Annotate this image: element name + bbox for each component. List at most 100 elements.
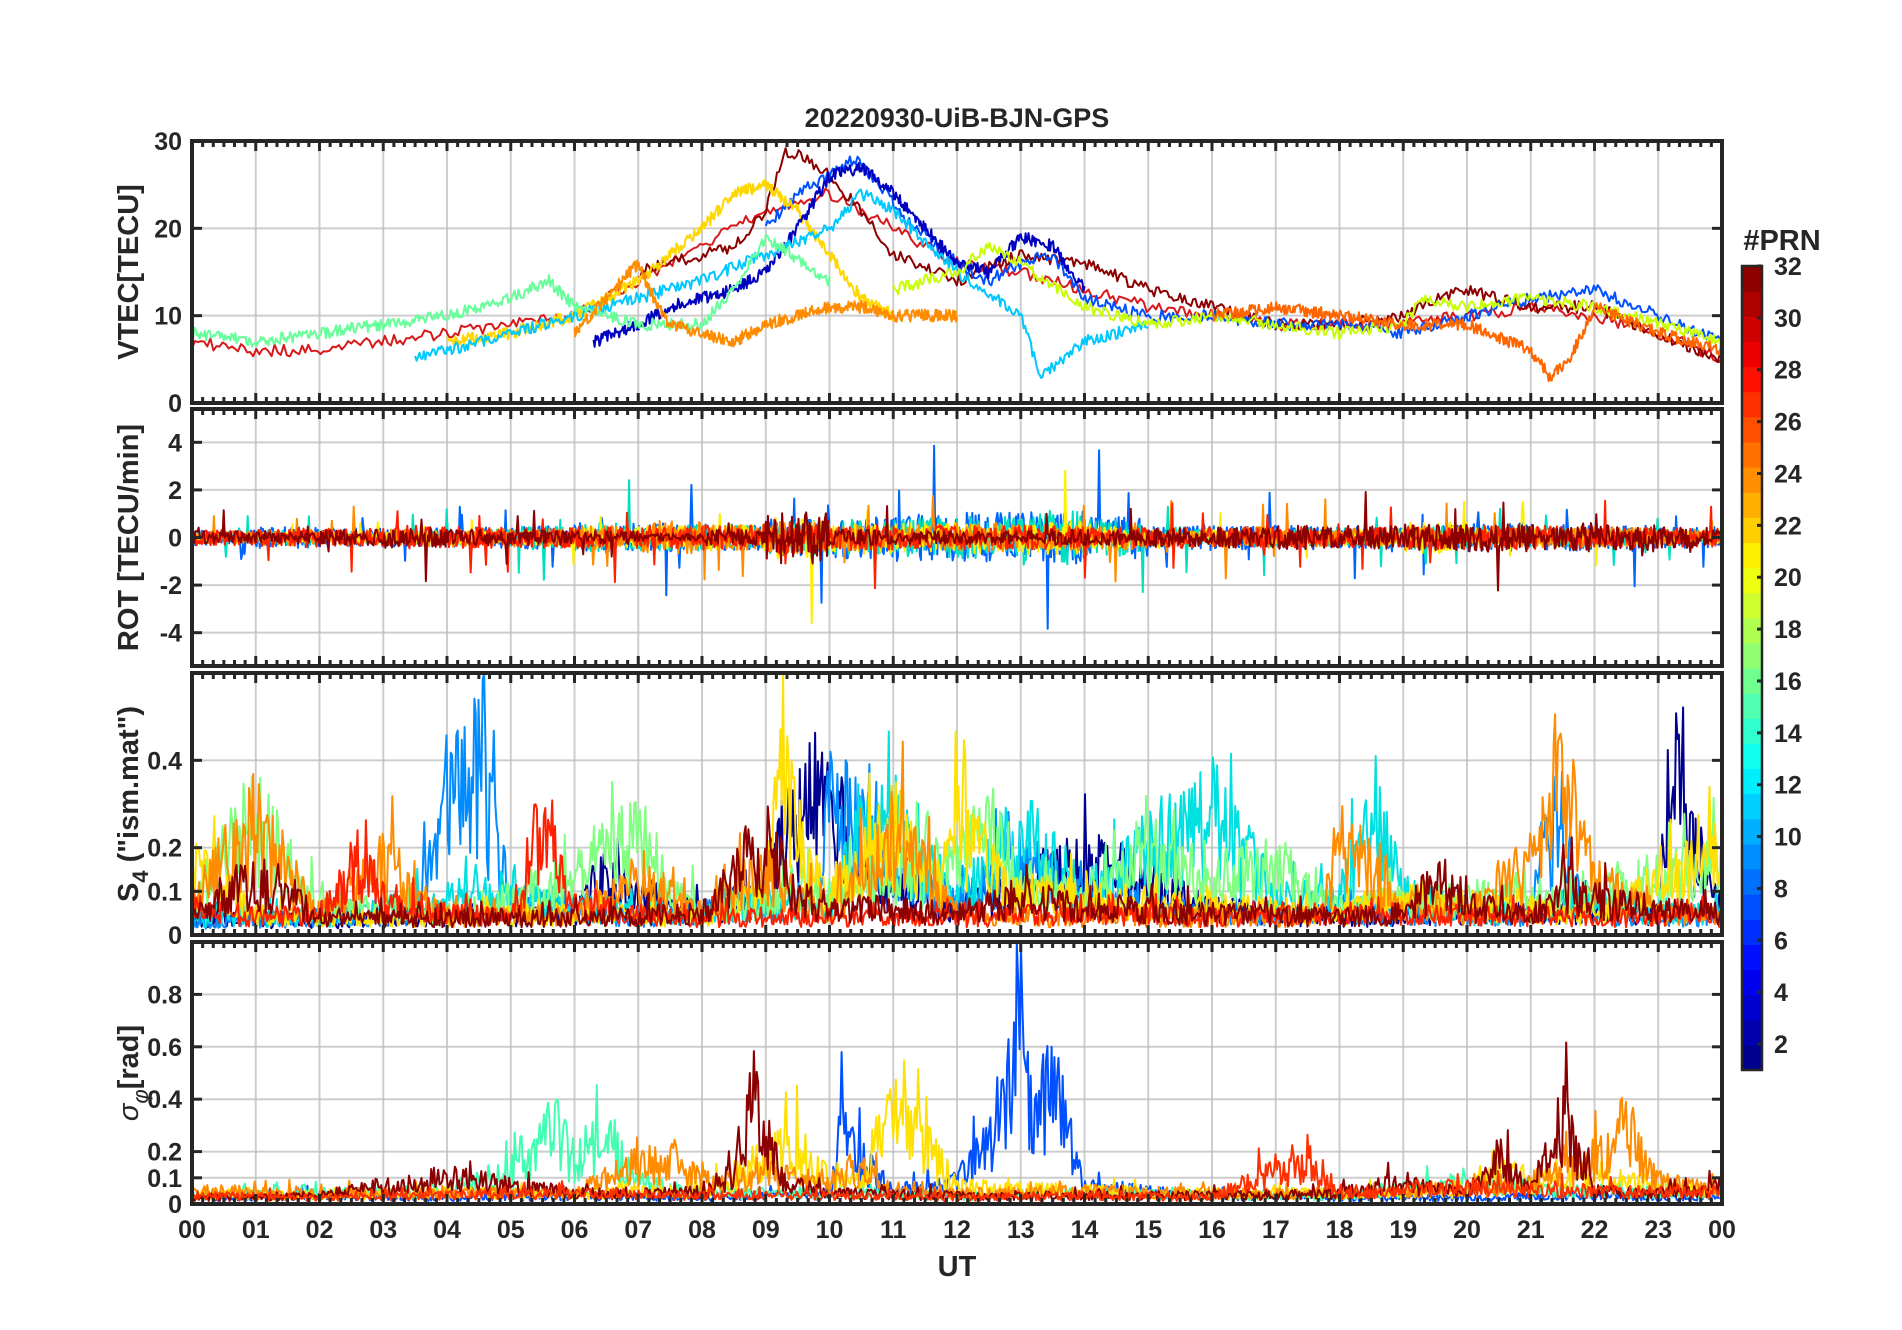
ytick-label-s4-1: 0.1 xyxy=(147,878,182,906)
panel-sigma: 00.10.2 0.4 0.6 0.8 σφ[rad] xyxy=(113,940,1724,1219)
ytick-label-sigma-0: 0 xyxy=(168,1191,182,1219)
series-group-vtec xyxy=(192,147,1722,383)
ytick-label-rot-4: 4 xyxy=(168,429,182,457)
colorbar-step-1 xyxy=(1742,1019,1762,1046)
series-vtec-prn-25 xyxy=(1211,301,1722,383)
ytick-label-rot-2: 0 xyxy=(168,525,182,553)
x-axis-label: UT xyxy=(938,1251,977,1283)
colorbar-step-29 xyxy=(1742,316,1762,342)
panel-rot: -4 -2 0 2 4 ROT [TECU/min] xyxy=(113,407,1724,668)
colorbar-step-11 xyxy=(1742,768,1762,795)
colorbar-tick-label-10: 22 xyxy=(1774,512,1802,540)
ytick-label-rot-0: -4 xyxy=(160,620,182,648)
colorbar-tick-label-11: 24 xyxy=(1774,460,1802,488)
colorbar-frame xyxy=(1740,264,1764,1072)
y-axis-label-s4: S4 ("ism.mat") xyxy=(113,706,153,902)
colorbar-tick-label-9: 20 xyxy=(1774,564,1802,592)
colorbar-step-9 xyxy=(1742,818,1762,845)
xtick-label-22: 22 xyxy=(1581,1216,1609,1244)
xtick-label-16: 16 xyxy=(1198,1216,1226,1244)
series-vtec-prn-24 xyxy=(573,259,958,348)
colorbar-step-10 xyxy=(1742,793,1762,820)
xtick-label-0: 00 xyxy=(178,1216,206,1244)
colorbar-step-2 xyxy=(1742,994,1762,1021)
colorbar-step-20 xyxy=(1742,542,1762,569)
colorbar-tick-label-8: 18 xyxy=(1774,616,1802,644)
y-axis-label-vtec: VTEC[TECU] xyxy=(113,184,145,360)
y-axis-label-sub-sigma: φ xyxy=(128,1089,153,1103)
xtick-label-1: 01 xyxy=(242,1216,270,1244)
series-vtec-prn-16 xyxy=(192,234,831,348)
colorbar-tick-label-7: 16 xyxy=(1774,668,1802,696)
series-sigma-prn-24 xyxy=(192,1096,1722,1201)
colorbar-step-21 xyxy=(1742,517,1762,543)
colorbar-step-31 xyxy=(1742,266,1762,292)
series-group-s4 xyxy=(192,673,1722,930)
colorbar-step-30 xyxy=(1742,291,1762,317)
xtick-label-23: 23 xyxy=(1644,1216,1672,1244)
colorbar-step-14 xyxy=(1742,693,1762,719)
series-s4-prn-31 xyxy=(192,805,1722,929)
colorbar-step-16 xyxy=(1742,642,1762,669)
y-axis-label-main-sigma: σ xyxy=(113,1102,145,1121)
y-axis-label-sigma: σφ[rad] xyxy=(113,1025,153,1121)
colorbar-tick-label-4: 10 xyxy=(1774,824,1802,852)
xtick-label-9: 09 xyxy=(752,1216,780,1244)
colorbar-step-26 xyxy=(1742,391,1762,418)
colorbar-tick-label-2: 6 xyxy=(1774,927,1788,955)
xtick-label-8: 08 xyxy=(688,1216,716,1244)
colorbar-step-18 xyxy=(1742,592,1762,619)
colorbar-step-19 xyxy=(1742,567,1762,594)
colorbar-step-22 xyxy=(1742,492,1762,518)
xtick-label-24: 00 xyxy=(1708,1216,1736,1244)
ytick-label-vtec-0: 0 xyxy=(168,390,182,418)
ytick-label-vtec-3: 30 xyxy=(154,128,182,156)
series-vtec-prn-27 xyxy=(192,187,1722,364)
xtick-label-13: 13 xyxy=(1007,1216,1035,1244)
colorbar-tick-label-1: 4 xyxy=(1774,979,1788,1007)
xtick-label-11: 11 xyxy=(880,1216,907,1244)
xtick-label-3: 03 xyxy=(369,1216,397,1244)
colorbar-tick-label-13: 28 xyxy=(1774,357,1802,385)
ytick-label-s4-3: 0.4 xyxy=(147,747,182,775)
y-axis-label-main-s4: S xyxy=(113,883,145,902)
colorbar-step-24 xyxy=(1742,441,1762,468)
ytick-label-vtec-1: 10 xyxy=(154,303,182,331)
xtick-label-4: 04 xyxy=(433,1216,461,1244)
colorbar-step-25 xyxy=(1742,416,1762,443)
colorbar-tick-label-6: 14 xyxy=(1774,720,1802,748)
ytick-label-sigma-1: 0.1 xyxy=(147,1165,182,1193)
xtick-label-12: 12 xyxy=(943,1216,971,1244)
colorbar-tick-label-0: 2 xyxy=(1774,1031,1788,1059)
xtick-label-5: 05 xyxy=(497,1216,525,1244)
series-rot-prn-31 xyxy=(192,491,1722,592)
xtick-label-7: 07 xyxy=(624,1216,652,1244)
chart-title: 20220930-UiB-BJN-GPS xyxy=(805,103,1110,133)
colorbar-step-17 xyxy=(1742,617,1762,644)
ytick-label-s4-0: 0 xyxy=(168,922,182,950)
xtick-label-21: 21 xyxy=(1517,1216,1545,1244)
y-axis-label-rest-sigma: [rad] xyxy=(113,1025,145,1089)
ytick-label-sigma-3: 0.4 xyxy=(147,1086,182,1114)
colorbar-step-28 xyxy=(1742,341,1762,368)
xtick-label-19: 19 xyxy=(1389,1216,1417,1244)
xtick-label-14: 14 xyxy=(1071,1216,1099,1244)
xtick-label-20: 20 xyxy=(1453,1216,1481,1244)
colorbar-step-8 xyxy=(1742,843,1762,870)
y-axis-label-sub-s4: 4 xyxy=(128,870,153,883)
colorbar-tick-label-14: 30 xyxy=(1774,305,1802,333)
ytick-label-sigma-4: 0.6 xyxy=(147,1034,182,1062)
y-axis-label-rest-s4: ("ism.mat") xyxy=(113,706,145,870)
series-group-rot xyxy=(192,444,1722,630)
colorbar-step-7 xyxy=(1742,869,1762,895)
ytick-label-s4-2: 0.2 xyxy=(147,835,182,863)
colorbar-step-6 xyxy=(1742,894,1762,920)
series-vtec-prn-31 xyxy=(637,147,1722,364)
panel-vtec: 0 10 20 30 VTEC[TECU] xyxy=(113,128,1724,418)
ytick-label-rot-3: 2 xyxy=(168,477,182,505)
colorbar-step-5 xyxy=(1742,919,1762,945)
colorbar-step-3 xyxy=(1742,969,1762,996)
colorbar-step-0 xyxy=(1742,1044,1762,1071)
xtick-label-17: 17 xyxy=(1262,1216,1290,1244)
